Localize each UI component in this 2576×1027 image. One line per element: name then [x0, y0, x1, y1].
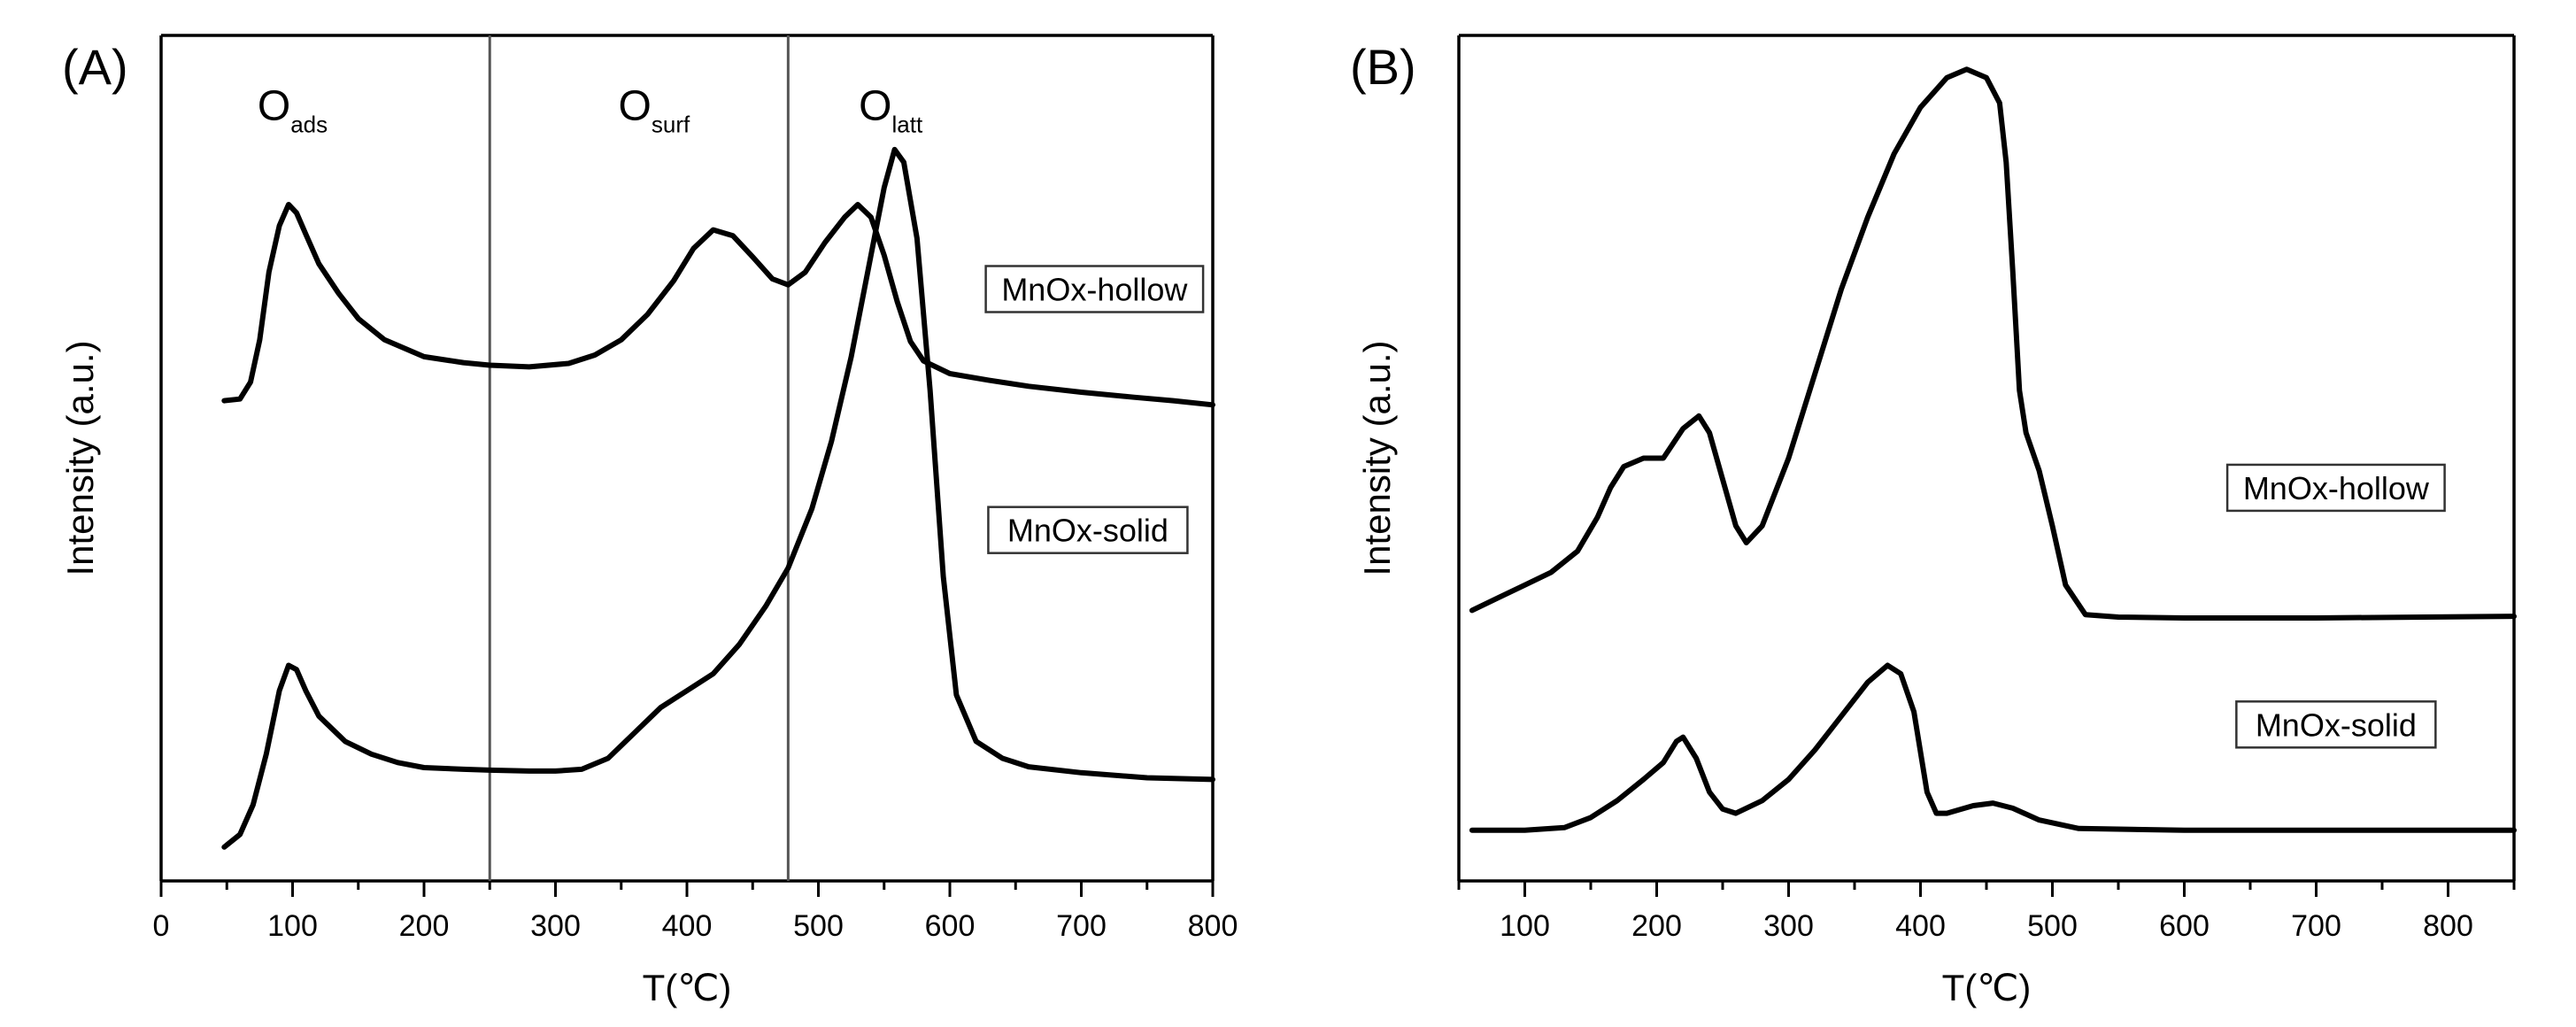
x-tick-label: 500 [2027, 909, 2078, 943]
x-tick-label: 100 [267, 909, 318, 943]
x-tick-label: 800 [1188, 909, 1238, 943]
legend-label-mnox-solid: MnOx-solid [987, 506, 1189, 554]
series-line-mnox-solid [221, 146, 1215, 850]
x-tick-label: 600 [925, 909, 976, 943]
series-line-mnox-hollow [221, 202, 1215, 408]
legend-text: MnOx-hollow [1001, 272, 1188, 308]
chart-panel-b: (B) 100 200 300 400 500 600 700 800 T(℃) Intensity… [1350, 34, 2517, 1008]
y-axis-title: Intensity (a.u.) [59, 340, 101, 575]
x-axis-title: T(℃) [1942, 967, 2032, 1008]
legend-box [987, 506, 1189, 554]
legend-box [2225, 463, 2446, 513]
x-tick-label: 600 [2159, 909, 2210, 943]
panel-label: (B) [1350, 39, 1416, 95]
x-axis-title: T(℃) [643, 967, 732, 1008]
legend-box [2235, 700, 2437, 749]
panel-label: (A) [62, 39, 128, 95]
legend-text: MnOx-solid [2256, 707, 2417, 743]
legend-box [984, 265, 1205, 313]
region-annotation: Oads [258, 83, 328, 138]
region-annotation: Olatt [859, 83, 923, 138]
legend-label-mnox-hollow: MnOx-hollow [2225, 463, 2446, 513]
legend-text: MnOx-solid [1007, 513, 1168, 549]
x-tick-label: 400 [1895, 909, 1946, 943]
chart-panel-a: (A) 0 100 200 300 400 500 600 700 800 T(℃) Intensit… [59, 34, 1238, 1008]
x-tick-label: 700 [2291, 909, 2341, 943]
legend-text: MnOx-hollow [2243, 470, 2430, 506]
x-tick-label: 100 [1500, 909, 1550, 943]
x-tick-label: 300 [1763, 909, 1814, 943]
x-tick-label: 800 [2423, 909, 2473, 943]
x-tick-label: 200 [1631, 909, 1682, 943]
region-annotation: Osurf [619, 83, 690, 138]
x-tick-label: 0 [153, 909, 170, 943]
x-tick-label: 500 [793, 909, 844, 943]
x-tick-label: 200 [399, 909, 450, 943]
y-axis-title: Intensity (a.u.) [1356, 340, 1398, 575]
x-tick-label: 300 [530, 909, 581, 943]
series-line-mnox-solid [1469, 662, 2517, 833]
x-tick-label: 400 [662, 909, 713, 943]
series-line-mnox-hollow [1469, 66, 2517, 621]
legend-label-mnox-solid: MnOx-solid [2235, 700, 2437, 749]
legend-label-mnox-hollow: MnOx-hollow [984, 265, 1205, 313]
x-tick-label: 700 [1056, 909, 1107, 943]
